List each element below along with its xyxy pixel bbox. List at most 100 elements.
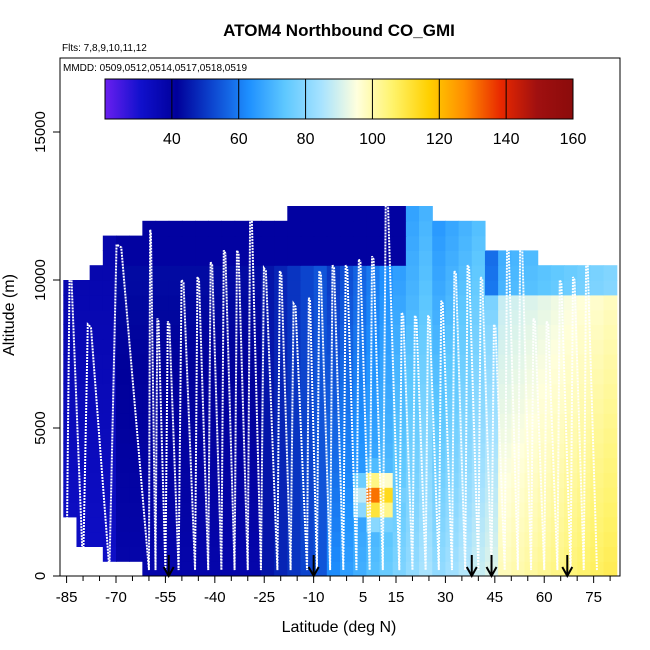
- heatmap-cell: [366, 354, 381, 370]
- heatmap-cell: [89, 354, 104, 370]
- heatmap-cell: [340, 442, 354, 459]
- heatmap-cell: [603, 487, 618, 503]
- heatmap-cell: [195, 220, 209, 237]
- heatmap-cell: [379, 220, 394, 237]
- heatmap-cell: [247, 250, 262, 266]
- heatmap-cell: [471, 250, 486, 266]
- heatmap-cell: [221, 309, 236, 325]
- heatmap-cell: [392, 398, 407, 414]
- heatmap-cell: [511, 265, 526, 281]
- heatmap-cell: [89, 531, 104, 547]
- heatmap-cell: [405, 309, 420, 325]
- heatmap-cell: [247, 368, 262, 385]
- heatmap-cell: [234, 531, 249, 547]
- heatmap-cell: [155, 250, 170, 266]
- heatmap-cell: [419, 398, 433, 414]
- heatmap-cell: [603, 265, 618, 281]
- heatmap-cell: [208, 561, 223, 576]
- heatmap-cell: [274, 472, 288, 488]
- heatmap-cell: [63, 457, 78, 473]
- heatmap-cell: [313, 354, 328, 370]
- heatmap-cell: [419, 516, 433, 533]
- heatmap-cell: [181, 354, 196, 370]
- heatmap-cell: [247, 442, 262, 459]
- heatmap-cell: [603, 324, 618, 340]
- heatmap-cell: [168, 339, 183, 355]
- heatmap-cell: [274, 354, 288, 370]
- heatmap-cell: [260, 220, 275, 237]
- x-tick-label: 75: [585, 589, 602, 606]
- heatmap-cell: [550, 428, 565, 444]
- heatmap-cell: [274, 442, 288, 459]
- heatmap-cell: [89, 324, 104, 340]
- heatmap-cell: [247, 280, 262, 296]
- colorbar-tick-label: 140: [493, 131, 520, 148]
- heatmap-cell: [274, 487, 288, 503]
- heatmap-cell: [379, 398, 394, 414]
- heatmap-cell: [300, 309, 315, 325]
- heatmap-cell: [445, 220, 460, 237]
- heatmap-cell: [195, 546, 209, 562]
- heatmap-cell: [181, 265, 196, 281]
- heatmap-cell: [405, 368, 420, 385]
- heatmap-cell: [603, 383, 618, 399]
- heatmap-cell: [142, 220, 157, 237]
- heatmap-cell: [550, 339, 565, 355]
- heatmap-cell: [168, 354, 183, 370]
- heatmap-cell: [195, 354, 209, 370]
- heatmap-cell: [76, 294, 91, 311]
- heatmap-cell: [537, 398, 552, 414]
- heatmap-cell: [405, 428, 420, 444]
- heatmap-cell: [129, 324, 143, 340]
- heatmap-cell: [116, 487, 130, 503]
- x-tick-label: -85: [56, 589, 78, 606]
- heatmap-cell: [326, 561, 341, 576]
- y-tick-label: 15000: [32, 111, 49, 153]
- heatmap-cell: [432, 413, 447, 429]
- heatmap-cell: [260, 354, 275, 370]
- heatmap-cell: [247, 413, 262, 429]
- heatmap-cell: [142, 546, 157, 562]
- heatmap-cell: [419, 354, 433, 370]
- heatmap-cell: [550, 442, 565, 459]
- plot-frame: [59, 57, 621, 577]
- heatmap-cell: [498, 368, 512, 385]
- heatmap-cell: [260, 546, 275, 562]
- heatmap-cell: [524, 413, 539, 429]
- heatmap-cell: [116, 413, 130, 429]
- heatmap-cell: [498, 280, 512, 296]
- heatmap-cell: [116, 428, 130, 444]
- heatmap-cell: [353, 413, 367, 429]
- heatmap-cell: [195, 383, 209, 399]
- heatmap-cell: [445, 531, 460, 547]
- heatmap-cell: [445, 250, 460, 266]
- heatmap-cell: [247, 265, 262, 281]
- heatmap-cell: [63, 383, 78, 399]
- heatmap-cell: [432, 280, 447, 296]
- heatmap-cell: [326, 324, 341, 340]
- heatmap-cell: [129, 368, 143, 385]
- heatmap-cell: [208, 280, 223, 296]
- x-axis-label: Latitude (deg N): [282, 619, 397, 636]
- heatmap-cell: [577, 294, 591, 311]
- heatmap-cell: [168, 265, 183, 281]
- heatmap-cell: [484, 294, 499, 311]
- heatmap-cell: [181, 546, 196, 562]
- heatmap-cell: [471, 561, 486, 576]
- colorbar-tick-label: 120: [426, 131, 453, 148]
- heatmap-cell: [129, 354, 143, 370]
- heatmap-cell: [498, 442, 512, 459]
- heatmap-cell: [366, 220, 381, 237]
- heatmap-cell: [550, 309, 565, 325]
- heatmap-cell: [63, 428, 78, 444]
- heatmap-cell: [102, 324, 117, 340]
- heatmap-cell: [484, 428, 499, 444]
- heatmap-cell: [76, 487, 91, 503]
- heatmap-cell: [287, 413, 302, 429]
- heatmap-cell: [129, 309, 143, 325]
- heatmap-cell: [379, 413, 394, 429]
- heatmap-cell: [221, 235, 236, 251]
- heatmap-cell: [208, 413, 223, 429]
- heatmap-cell: [603, 457, 618, 473]
- heatmap-cell: [524, 280, 539, 296]
